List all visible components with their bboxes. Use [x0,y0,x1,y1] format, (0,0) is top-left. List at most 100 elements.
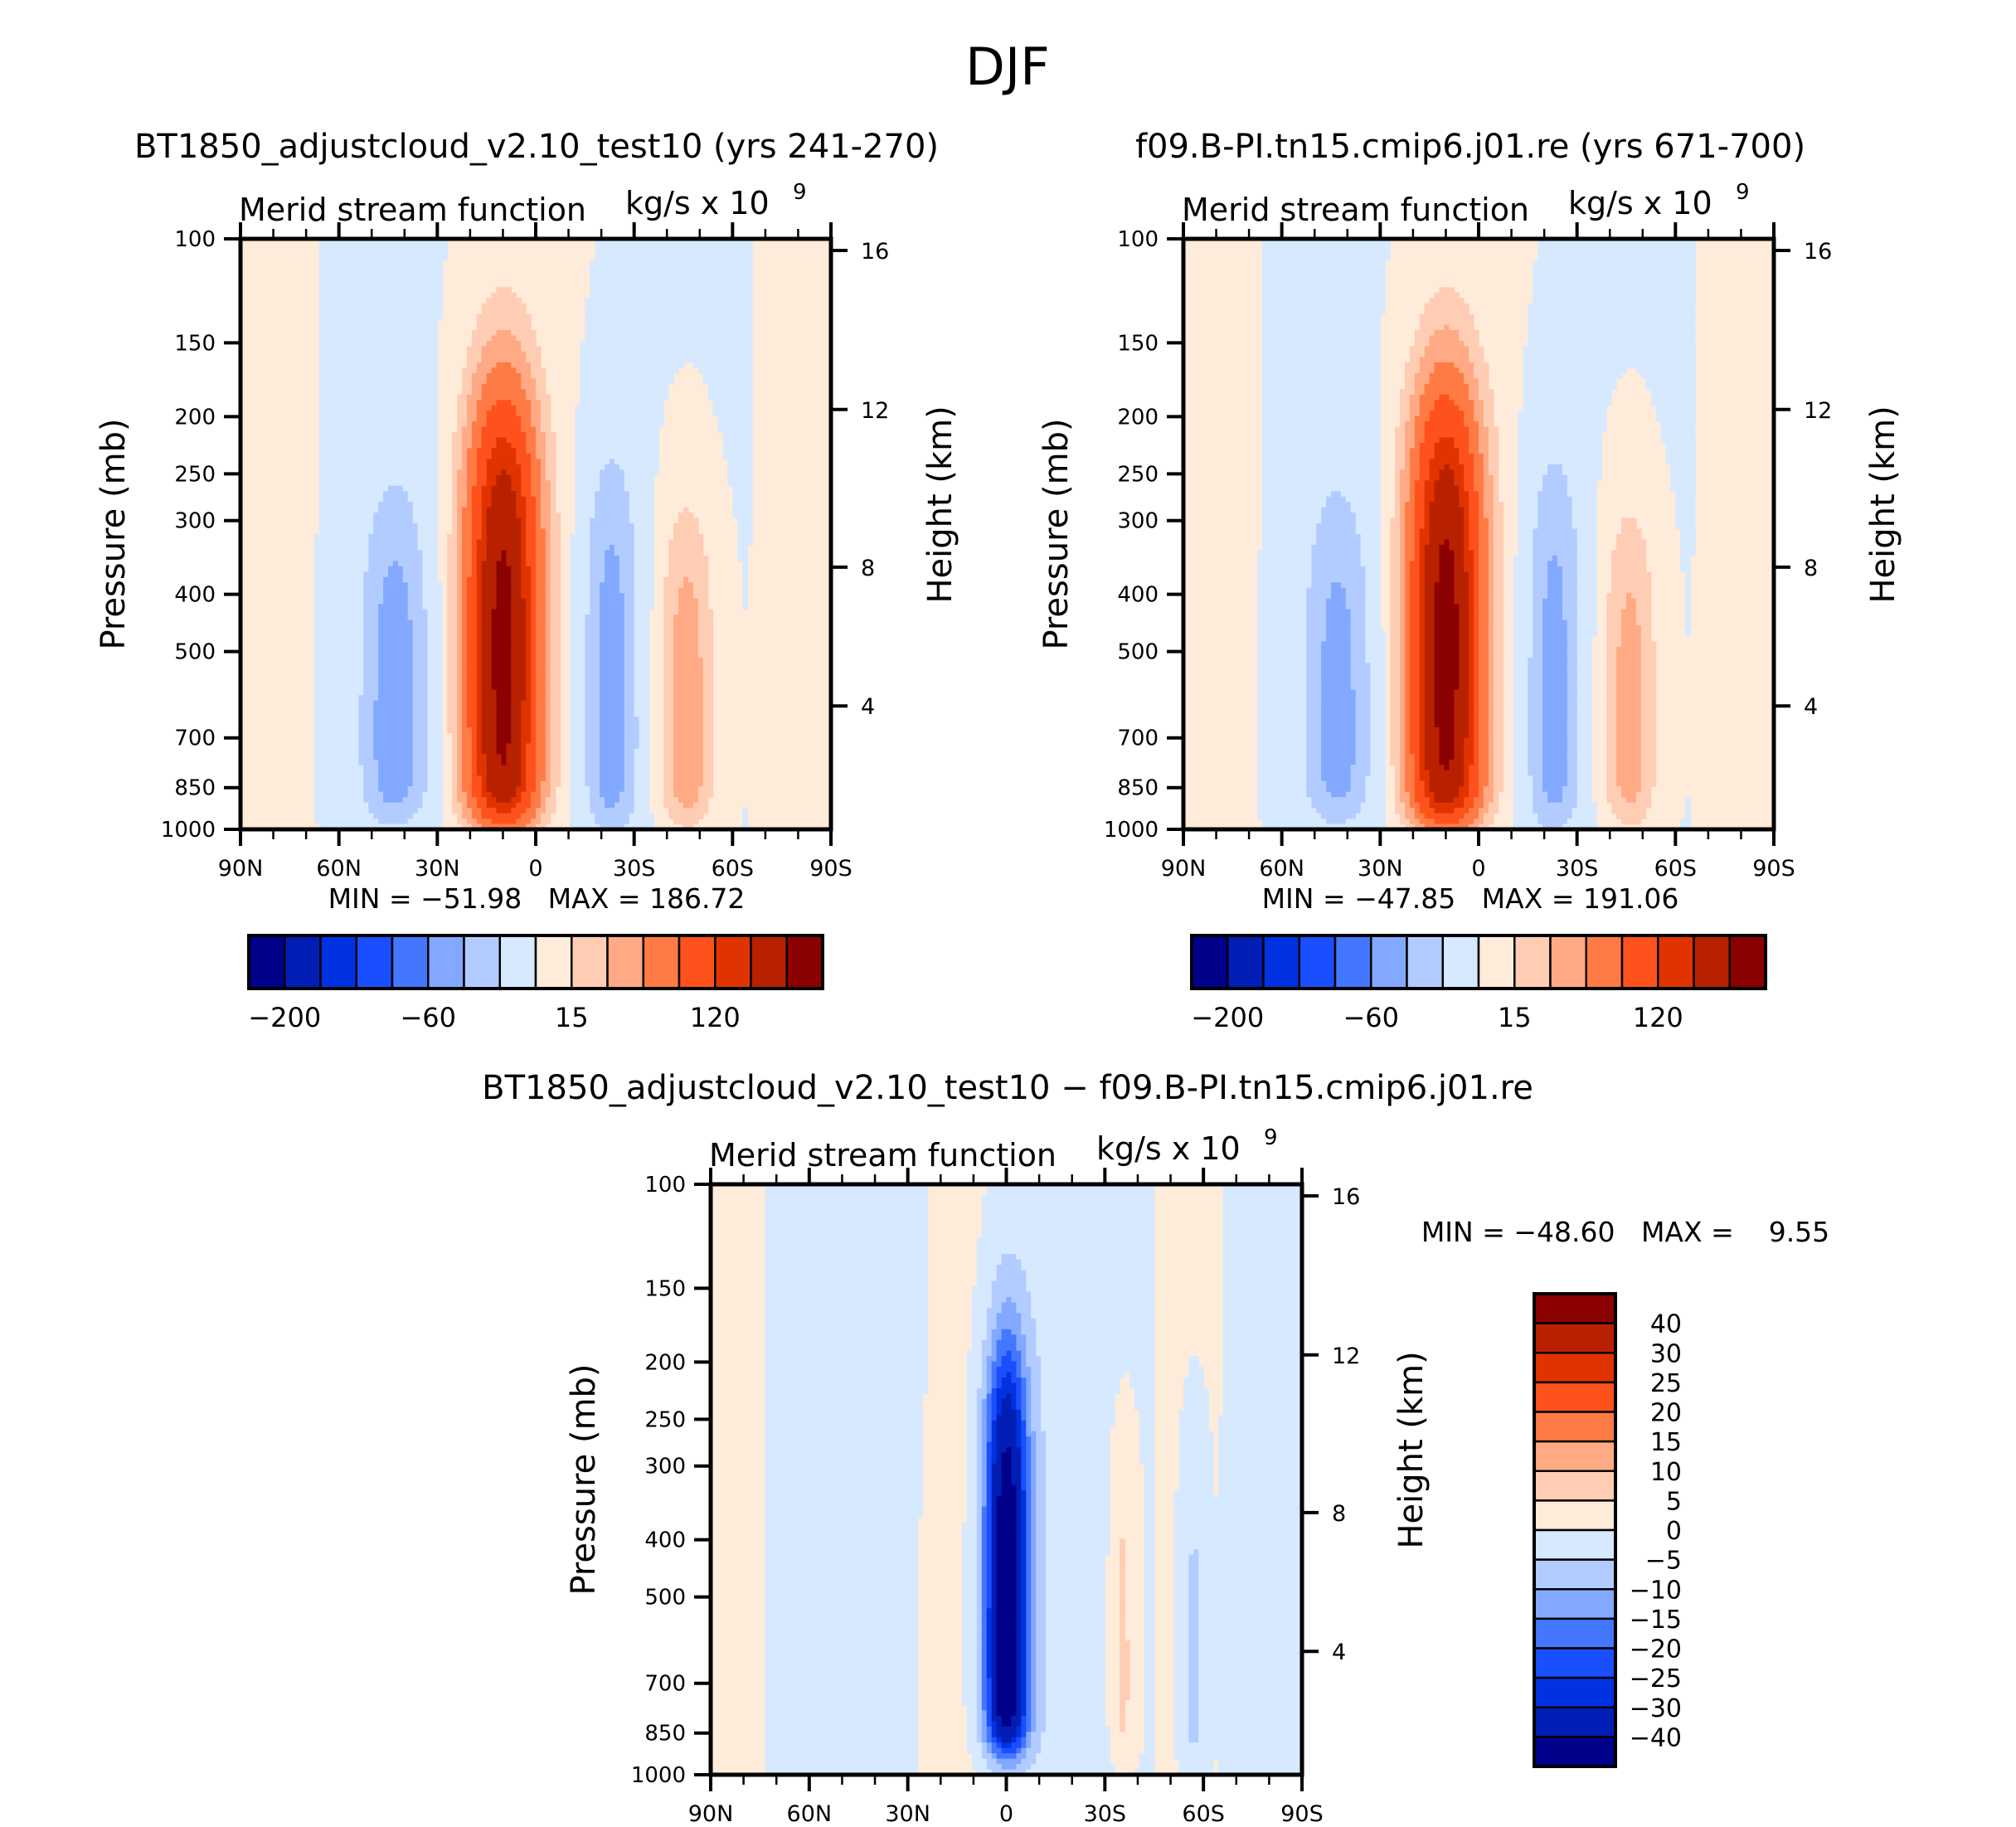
contour-cell [1474,797,1484,804]
contour-cell [466,464,478,470]
contour-cell [1439,571,1455,578]
contour-cell [967,1404,978,1411]
contour-cell [585,663,600,669]
contour-cell [1400,480,1411,487]
contour-cell [737,517,753,524]
contour-cell [580,400,664,406]
contour-cell [1424,615,1435,621]
contour-cell [1424,625,1435,632]
contour-cell [1311,576,1367,583]
contour-cell [1429,298,1465,304]
contour-cell [570,668,585,674]
contour-cell [1533,646,1543,653]
contour-cell [663,582,684,589]
contour-cell [590,593,600,600]
contour-cell [580,389,669,396]
contour-cell [742,808,748,814]
contour-cell [1444,464,1450,470]
contour-cell [1483,797,1494,804]
contour-cell [986,1447,993,1454]
contour-cell [1419,620,1426,626]
contour-cell [545,598,551,605]
contour-cell [1469,700,1474,707]
contour-cell [765,1426,924,1432]
contour-cell [1016,1630,1022,1636]
contour-cell [967,1489,978,1496]
contour-cell [1616,732,1642,739]
contour-cell [1026,1356,1042,1363]
contour-cell [1405,636,1411,643]
contour-cell [447,695,458,702]
colorbar: −200 −60 15 120 [247,934,824,1033]
panel-bottom-difference: BT1850_adjustcloud_v2.10_test10 − f09.B-… [482,1069,1829,1827]
contour-cell [318,276,443,283]
contour-cell [1395,780,1401,787]
contour-cell [1395,491,1401,498]
contour-cell [1464,539,1469,546]
contour-cell [457,775,463,782]
contour-cell [373,528,419,535]
contour-cell [318,324,438,331]
contour-cell [765,1184,929,1191]
contour-cell [1513,786,1533,793]
contour-cell [765,1522,919,1528]
contour-cell [585,732,600,739]
contour-cell [1606,770,1617,776]
contour-cell [1390,732,1401,739]
contour-cell [496,582,512,589]
contour-cell [516,491,522,498]
contour-cell [1257,598,1307,605]
contour-cell [550,609,561,615]
contour-cell [1409,689,1421,696]
contour-cell [673,684,704,691]
contour-cell [314,786,364,793]
contour-cell [1405,507,1416,513]
contour-cell [447,534,458,541]
contour-cell [610,544,615,551]
contour-cell [1026,1602,1032,1609]
contour-cell [668,550,704,556]
contour-cell [1405,453,1411,459]
contour-cell [976,1495,983,1502]
contour-cell [412,684,429,691]
contour-cell [545,717,551,723]
contour-cell [536,711,547,717]
contour-cell [1257,717,1307,723]
contour-cell [624,684,635,691]
contour-cell [1222,1265,1302,1271]
contour-cell [1640,625,1652,632]
contour-cell [1261,383,1381,390]
contour-cell [1424,582,1435,589]
contour-cell [457,684,463,691]
contour-cell [981,1651,988,1658]
contour-cell [1306,684,1322,691]
contour-cell [570,630,585,637]
contour-cell [318,270,443,277]
contour-cell [363,668,379,674]
contour-cell [318,528,374,535]
contour-cell [318,303,443,309]
contour-cell [1454,711,1469,717]
contour-cell [471,426,483,433]
contour-cell [1405,426,1416,433]
contour-cell [1434,443,1455,449]
contour-cell [481,598,498,605]
contour-cell [368,566,389,572]
contour-cell [765,1597,919,1604]
contour-cell [1513,791,1533,798]
contour-cell [986,1591,993,1598]
contour-cell [363,786,379,793]
contour-cell [1567,754,1578,760]
contour-cell [1670,485,1696,492]
contour-cell [1567,722,1578,728]
contour-cell [1576,539,1597,546]
colorbar-box [1657,934,1695,990]
contour-cell [1419,324,1445,331]
contour-cell [466,791,473,798]
contour-cell [1031,1500,1037,1507]
contour-cell [614,802,635,809]
contour-cell [536,824,547,829]
contour-cell [1635,604,1652,610]
contour-cell [314,657,364,663]
contour-cell [697,620,714,626]
